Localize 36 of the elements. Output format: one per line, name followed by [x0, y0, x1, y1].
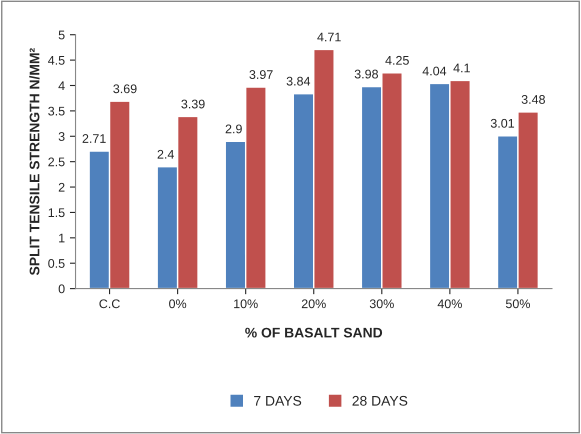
y-tick-label: 0 [58, 284, 65, 294]
x-tick-label: 50% [506, 299, 530, 308]
x-tick-label: 20% [302, 299, 326, 308]
data-label: 4.71 [317, 32, 341, 42]
data-label: 3.69 [113, 84, 137, 94]
x-tick-label: 30% [370, 299, 394, 308]
y-tick-label: 2 [58, 182, 64, 192]
y-tick-label: 3.5 [48, 106, 65, 116]
x-tick-label: 10% [234, 299, 258, 308]
x-tick-label: 40% [438, 299, 462, 308]
x-axis-title: % OF BASALT SAND [245, 328, 382, 338]
data-label: 4.1 [453, 64, 470, 72]
data-label: 4.04 [422, 66, 446, 76]
x-tick-label: C.C [99, 299, 120, 308]
legend-label: 28 DAYS [352, 396, 408, 406]
data-label: 3.39 [181, 100, 205, 108]
data-label: 3.98 [354, 70, 378, 78]
data-label: 2.71 [82, 134, 106, 143]
y-tick-label: 1.5 [48, 208, 65, 218]
data-label: 3.01 [490, 118, 514, 128]
x-tick-label: 0% [169, 299, 186, 308]
y-tick-label: 4.5 [48, 56, 65, 65]
y-axis-title: SPLIT TENSILE STRENGTH N/MM² [29, 48, 40, 276]
y-tick-label: 4 [58, 81, 65, 90]
y-tick-label: 3 [58, 132, 65, 141]
data-label: 4.25 [385, 56, 409, 65]
y-tick-label: 1 [59, 234, 65, 242]
data-label: 3.48 [522, 95, 545, 104]
data-label: 2.4 [158, 150, 174, 159]
y-tick-label: 2.5 [48, 157, 65, 166]
y-tick-label: 0.5 [48, 259, 65, 268]
data-label: 3.84 [286, 76, 310, 86]
legend-label: 7 DAYS [254, 396, 302, 406]
data-label: 2.9 [226, 124, 242, 134]
data-label: 3.97 [249, 70, 273, 79]
y-tick-label: 5 [58, 30, 65, 40]
